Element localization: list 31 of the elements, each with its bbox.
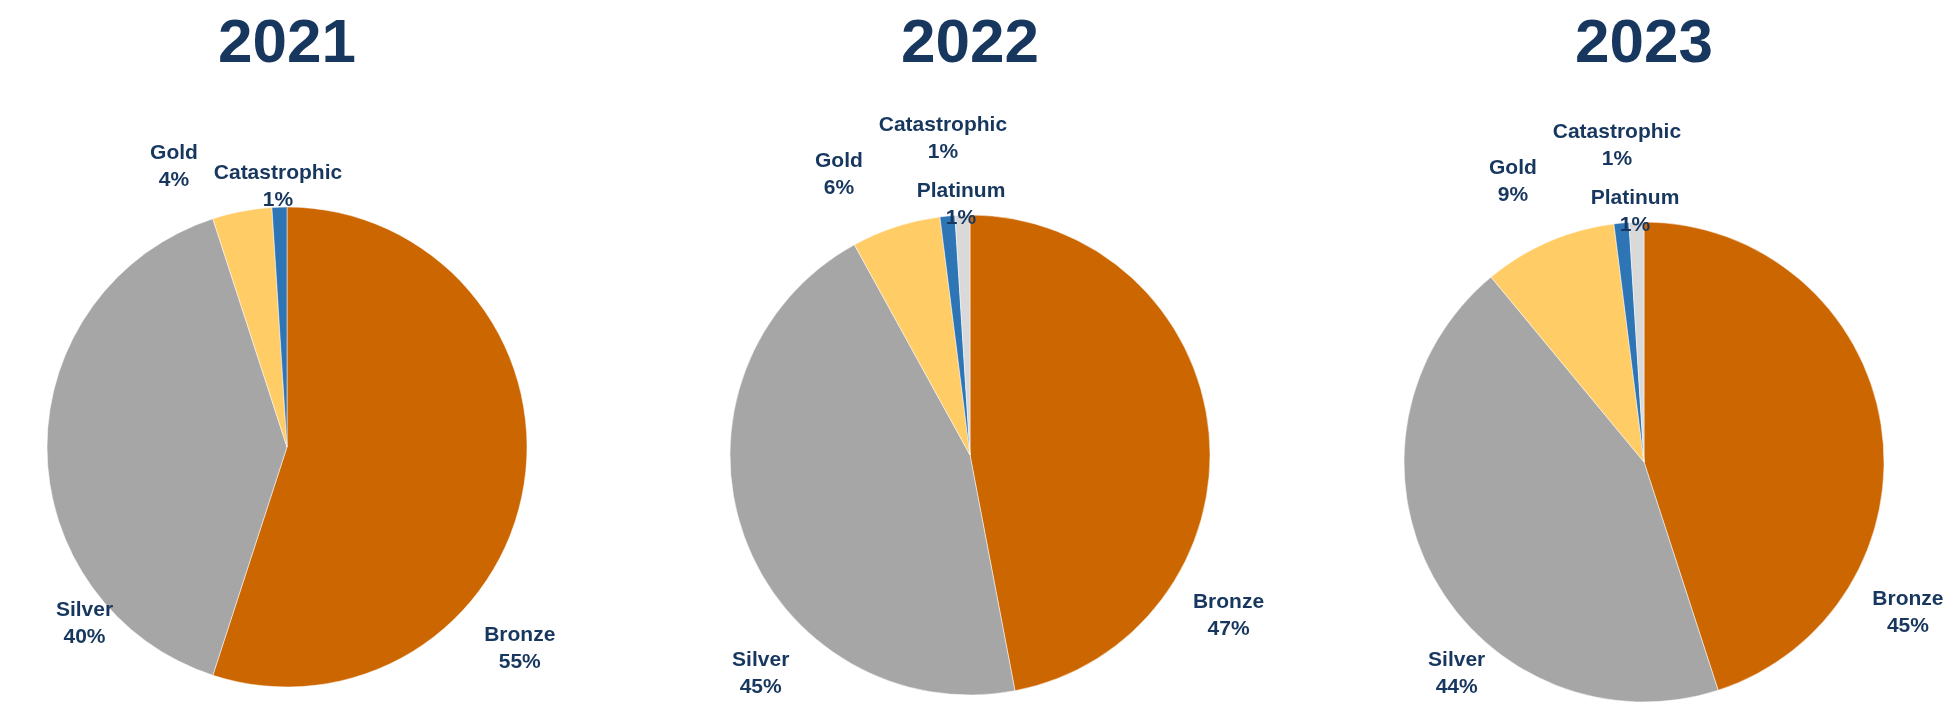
chart-title: 2023 [1575,6,1713,75]
slice-label: Platinum [1590,185,1680,208]
slice-label: Platinum [916,178,1006,201]
slice-label: Silver [732,647,790,670]
data-label: 40% [63,623,106,647]
data-label: 55% [498,648,542,672]
slice-label: Silver [1428,647,1486,670]
slice-label: Bronze [1192,589,1265,613]
slice-label: Gold [150,140,198,163]
data-label: 9% [1497,182,1529,205]
slice-label: Silver [55,596,114,620]
slice-label: Catastrophic [1552,119,1682,142]
slice-label: Gold [1488,155,1537,178]
data-label: 6% [823,175,855,198]
data-label: 1% [262,187,294,210]
data-label: 1% [1619,212,1651,235]
data-label: 1% [1601,146,1633,169]
chart-title: 2021 [218,6,356,75]
slice-label: Gold [814,148,863,171]
slice-label: Catastrophic [878,112,1008,135]
slice-label: Bronze [484,621,556,645]
chart-title: 2022 [901,6,1039,75]
data-label: 45% [739,674,783,697]
data-label: 1% [945,205,977,228]
data-label: 1% [927,139,959,162]
slice-label: Catastrophic [213,160,343,183]
slice-label: Bronze [1872,585,1944,609]
data-label: 47% [1207,616,1250,640]
data-label: 4% [158,167,190,190]
data-label: 44% [1435,674,1478,697]
data-label: 45% [1886,612,1930,636]
